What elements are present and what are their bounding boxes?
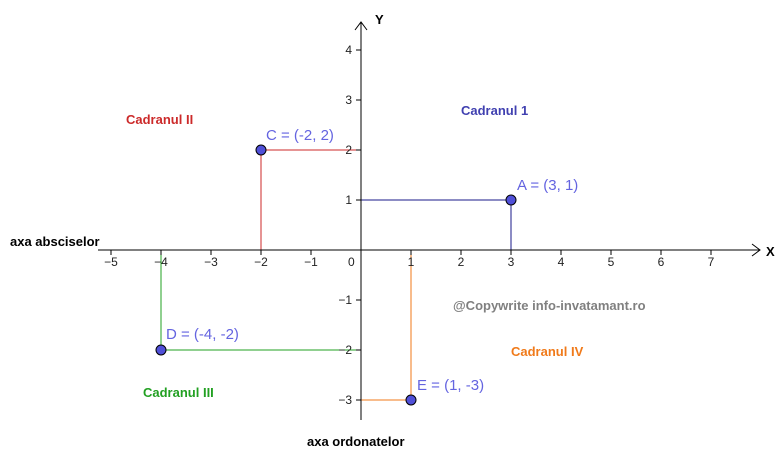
projection-lines xyxy=(160,149,512,401)
x-tick-label: 4 xyxy=(558,255,565,269)
x-tick-label: 0 xyxy=(348,255,355,269)
x-tick-label: 5 xyxy=(608,255,615,269)
point-label: E = (1, -3) xyxy=(417,377,484,394)
y-tick-label: 4 xyxy=(345,43,352,57)
x-tick-label: 1 xyxy=(408,255,415,269)
x-tick-label: −3 xyxy=(204,255,218,269)
y-axis-arrow xyxy=(354,21,368,31)
x-tick-label: 3 xyxy=(508,255,515,269)
quadrant-1-label: Cadranul 1 xyxy=(461,103,528,118)
copyright-watermark: @Copywrite info-invatamant.ro xyxy=(453,298,646,313)
y-tick-label: −3 xyxy=(338,393,352,407)
y-axis-name: Y xyxy=(375,12,384,27)
x-axis-arrow xyxy=(751,243,761,257)
quadrant-4-label: Cadranul IV xyxy=(511,344,584,359)
x-tick-label: −5 xyxy=(104,255,118,269)
x-tick-label: 7 xyxy=(708,255,715,269)
x-tick-label: 6 xyxy=(658,255,665,269)
point-marker[interactable] xyxy=(505,194,517,206)
points-layer: A = (3, 1) C = (-2, 2) D = (-4, -2) E = (1,… xyxy=(155,127,578,406)
y-tick-label: 2 xyxy=(345,143,352,157)
point-marker[interactable] xyxy=(255,144,267,156)
point-label: A = (3, 1) xyxy=(517,177,578,194)
y-tick-label: 3 xyxy=(345,93,352,107)
y-axis xyxy=(354,21,368,420)
y-axis-ticks: 4 3 2 1 −1 −2 −3 xyxy=(338,43,361,407)
point-label: D = (-4, -2) xyxy=(166,326,239,343)
x-tick-label: −2 xyxy=(254,255,268,269)
y-axis-caption: axa ordonatelor xyxy=(307,434,405,449)
y-tick-label: 1 xyxy=(345,193,352,207)
point-marker[interactable] xyxy=(405,394,417,406)
x-tick-label: −1 xyxy=(304,255,318,269)
x-axis xyxy=(98,243,761,257)
x-axis-ticks: −5 −4 −3 −2 −1 0 1 2 3 4 5 6 7 xyxy=(104,250,715,269)
x-axis-name: X xyxy=(766,244,775,259)
point-label: C = (-2, 2) xyxy=(266,127,334,144)
quadrant-3-label: Cadranul III xyxy=(143,385,214,400)
x-tick-label: −4 xyxy=(154,255,168,269)
y-tick-label: −2 xyxy=(338,343,352,357)
point-marker[interactable] xyxy=(155,344,167,356)
quadrant-2-label: Cadranul II xyxy=(126,112,193,127)
y-tick-label: −1 xyxy=(338,293,352,307)
x-axis-caption: axa absciselor xyxy=(10,234,100,249)
x-tick-label: 2 xyxy=(458,255,465,269)
